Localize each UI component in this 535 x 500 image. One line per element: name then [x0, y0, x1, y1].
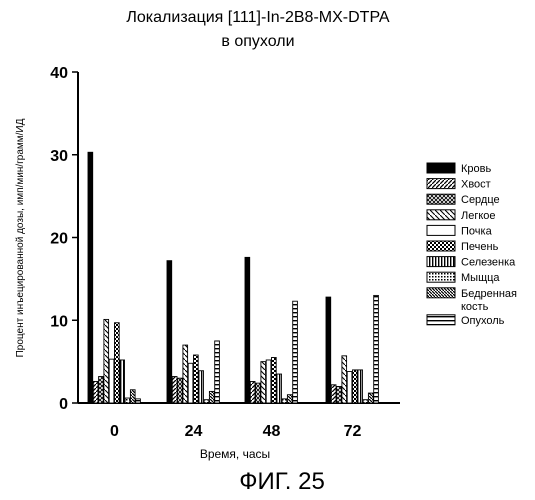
legend-label: Бедренная — [461, 288, 517, 300]
bar-open-72 — [347, 372, 352, 403]
bar-open-24 — [188, 363, 193, 403]
legend-item: Опухоль — [427, 315, 505, 327]
chart-subtitle: в опухоли — [221, 33, 294, 50]
bar-dotted-72 — [363, 400, 368, 403]
y-tick-label: 0 — [59, 396, 68, 413]
y-tick-label: 20 — [50, 231, 68, 248]
x-tick-label: 72 — [344, 423, 362, 440]
bar-solid-72 — [326, 297, 331, 403]
legend-swatch — [427, 241, 455, 251]
bar-diag-left-72 — [342, 356, 347, 403]
bar-vertical-24 — [199, 371, 204, 403]
legend-item: Мыщца — [427, 272, 500, 284]
bar-checker-24 — [194, 355, 199, 403]
legend-label: Опухоль — [461, 315, 505, 327]
bar-diag-dense-0 — [130, 390, 135, 403]
bar-diag-dense-72 — [368, 393, 373, 403]
x-axis-label: Время, часы — [200, 447, 270, 461]
bar-dotted-48 — [282, 399, 287, 403]
x-tick-label: 48 — [263, 423, 281, 440]
legend-item: Печень — [427, 241, 499, 253]
legend-label: Селезенка — [461, 257, 516, 269]
legend-item: Бедреннаякость — [427, 288, 517, 313]
legend-label: Мыщца — [461, 272, 500, 284]
x-tick-label: 24 — [185, 423, 203, 440]
bar-dotted-24 — [204, 400, 209, 403]
bar-horizontal-72 — [374, 295, 379, 403]
legend-swatch — [427, 225, 455, 235]
bar-diag-dense-48 — [287, 395, 292, 403]
bar-diag-right-72 — [331, 385, 336, 403]
bar-diag-left-24 — [183, 345, 188, 403]
y-tick-label: 40 — [50, 65, 68, 82]
figure-caption: ФИГ. 25 — [239, 468, 325, 495]
x-tick-label: 0 — [110, 423, 119, 440]
legend-item: Почка — [427, 225, 493, 237]
bar-vertical-48 — [277, 374, 282, 403]
bar-solid-0 — [88, 152, 93, 403]
bar-diag-dense-24 — [209, 391, 214, 403]
bar-checker-72 — [353, 370, 358, 403]
bar-checker-48 — [272, 357, 277, 403]
bar-horizontal-48 — [293, 301, 298, 403]
legend-swatch — [427, 163, 455, 173]
legend-label: Почка — [461, 225, 493, 237]
bar-horizontal-0 — [136, 399, 141, 403]
bar-cross-hatch-48 — [256, 383, 261, 403]
y-axis-label: Процент инъецированной дозы, имп/мин/гра… — [15, 118, 26, 357]
bar-cross-hatch-0 — [99, 377, 104, 403]
bar-solid-24 — [167, 261, 172, 403]
bar-checker-0 — [115, 323, 120, 403]
legend-swatch — [427, 210, 455, 220]
bar-open-0 — [109, 359, 114, 403]
bar-diag-left-0 — [104, 319, 109, 403]
bar-open-48 — [266, 360, 271, 403]
bar-diag-right-24 — [172, 377, 177, 403]
legend-label: Печень — [461, 241, 499, 253]
legend-label: Кровь — [461, 163, 491, 175]
legend-item: Легкое — [427, 210, 496, 222]
legend-swatch — [427, 257, 455, 267]
bar-dotted-0 — [125, 398, 130, 403]
legend: Кровь Хвост Сердце Легкое Почка Печень Селезен… — [427, 163, 517, 327]
chart-title: Локализация [111]-In-2B8-MX-DTPA — [126, 9, 390, 26]
bar-cross-hatch-72 — [337, 386, 342, 403]
y-tick-label: 30 — [50, 148, 68, 165]
legend-label-cont: кость — [461, 301, 489, 313]
y-tick-label: 10 — [50, 313, 68, 330]
legend-label: Хвост — [461, 179, 491, 191]
bar-diag-right-48 — [250, 381, 255, 403]
legend-item: Селезенка — [427, 257, 516, 269]
legend-item: Кровь — [427, 163, 491, 175]
bar-solid-48 — [245, 257, 250, 403]
bar-diag-right-0 — [93, 381, 98, 403]
legend-swatch — [427, 288, 455, 298]
legend-swatch — [427, 315, 455, 325]
legend-swatch — [427, 179, 455, 189]
legend-label: Легкое — [461, 210, 496, 222]
legend-label: Сердце — [461, 194, 500, 206]
bar-cross-hatch-24 — [178, 378, 183, 403]
bar-vertical-72 — [358, 370, 363, 403]
legend-item: Хвост — [427, 179, 491, 191]
bar-vertical-0 — [120, 360, 125, 403]
legend-item: Сердце — [427, 194, 500, 206]
bar-diag-left-48 — [261, 362, 266, 403]
bar-horizontal-24 — [215, 341, 220, 403]
legend-swatch — [427, 272, 455, 282]
legend-swatch — [427, 194, 455, 204]
